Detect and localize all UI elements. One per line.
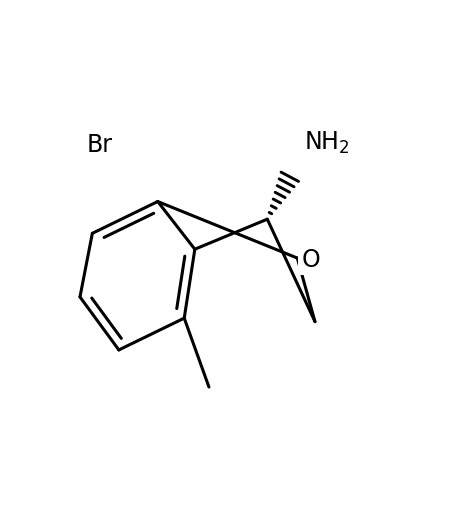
Text: NH$_2$: NH$_2$ — [304, 129, 349, 155]
Text: O: O — [301, 248, 319, 272]
Text: Br: Br — [86, 133, 112, 157]
